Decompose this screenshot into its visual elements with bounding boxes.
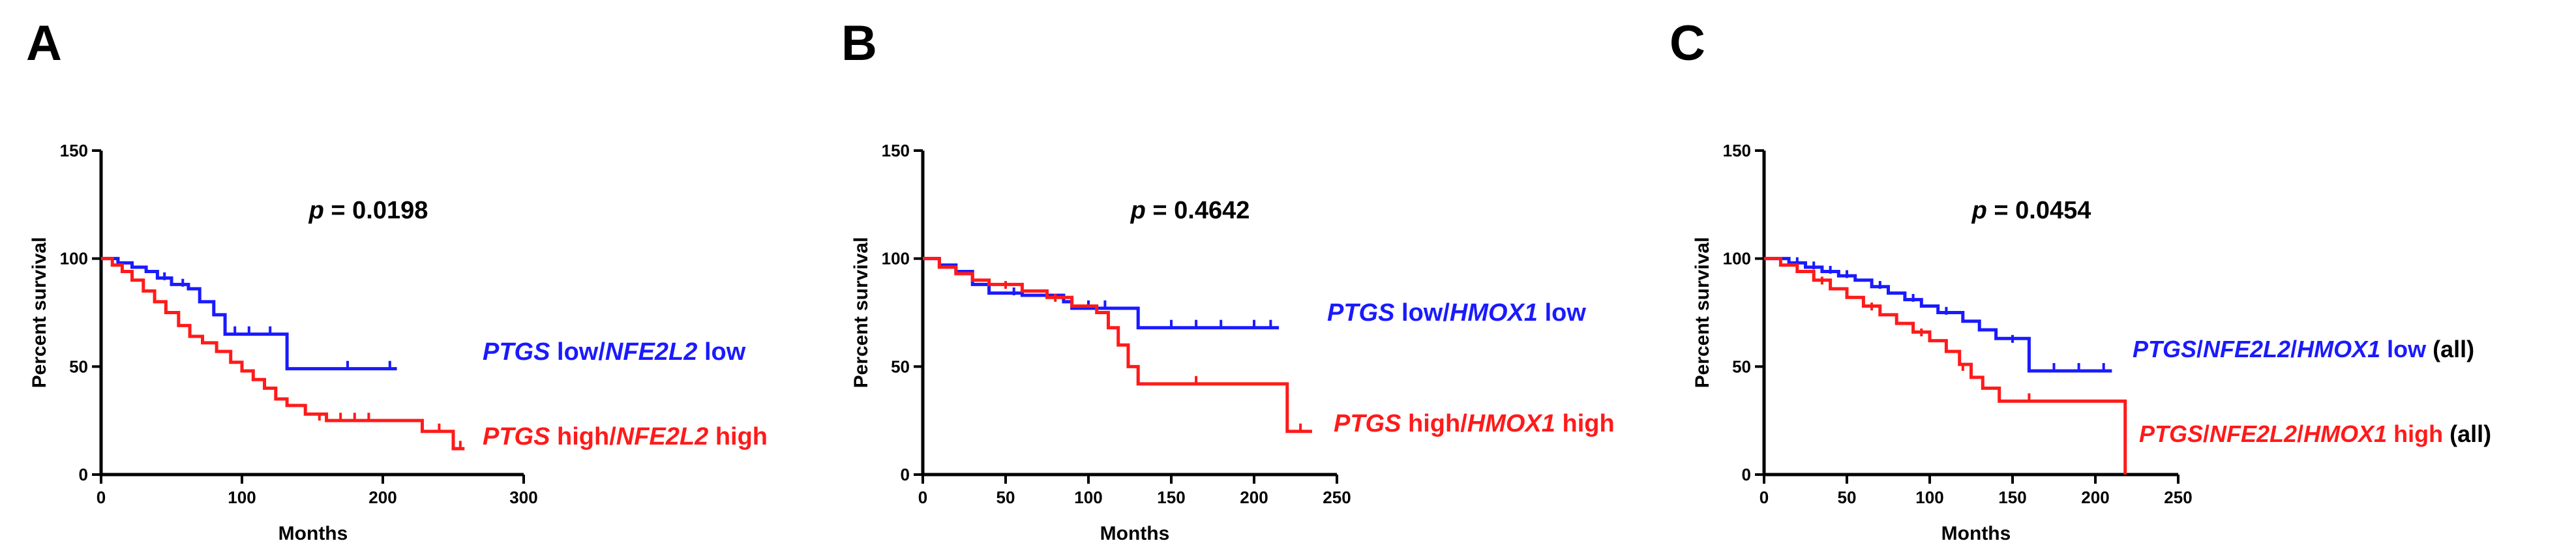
panel-letter: C — [1670, 16, 1705, 71]
y-axis-title: Percent survival — [850, 237, 872, 389]
y-tick-label: 50 — [69, 357, 88, 376]
y-tick-label: 50 — [1732, 357, 1751, 376]
x-tick-label: 200 — [1240, 488, 1268, 507]
legend-part: PTGS — [483, 338, 550, 366]
p-symbol: p — [1971, 197, 1987, 224]
legend-part: PTGS — [1327, 299, 1394, 327]
legend-part: PTGS — [2133, 336, 2196, 362]
legend-part: / — [2290, 336, 2297, 362]
survival-curve-blue — [923, 257, 1280, 330]
panel-c: C 0 50 100 150 0 50 100 150 200 250 Months Percent s… — [1670, 16, 2491, 544]
legend-part: low — [697, 338, 745, 366]
legend-part: low — [2380, 336, 2427, 362]
legend-red: PTGS high/HMOX1 high — [1334, 410, 1615, 437]
legend-blue: PTGS/NFE2L2/HMOX1 low (all) — [2133, 336, 2474, 362]
survival-curve-red — [1764, 257, 2127, 475]
legend-part: HMOX1 — [2297, 336, 2380, 362]
x-tick-label: 200 — [368, 488, 397, 507]
y-tick-label: 150 — [1723, 141, 1751, 160]
x-tick-label: 50 — [1838, 488, 1857, 507]
legend-part: high/ — [1401, 410, 1467, 437]
legend-part: PTGS — [2139, 420, 2203, 447]
y-tick-label: 0 — [1742, 465, 1751, 484]
legend-part: high — [1555, 410, 1615, 437]
legend-part: PTGS — [1334, 410, 1401, 437]
legend-part: high/ — [550, 423, 616, 450]
legend-part: NFE2L2 — [605, 338, 697, 366]
x-tick-label: 0 — [918, 488, 927, 507]
panel-letter: A — [26, 16, 62, 71]
legend-part: PTGS — [483, 423, 550, 450]
y-tick-label: 50 — [891, 357, 910, 376]
x-tick-label: 150 — [1157, 488, 1185, 507]
legend-part: HMOX1 — [1450, 299, 1538, 327]
legend-part: NFE2L2 — [2209, 420, 2297, 447]
legend-part: / — [2297, 420, 2303, 447]
axis-lines — [1762, 151, 2178, 477]
x-tick-label: 50 — [996, 488, 1015, 507]
x-axis-title: Months — [1100, 523, 1170, 544]
x-tick-label: 100 — [228, 488, 256, 507]
x-tick-label: 100 — [1074, 488, 1102, 507]
y-axis-title: Percent survival — [1692, 237, 1713, 389]
x-tick-label: 250 — [1323, 488, 1351, 507]
panel-b: B 0 50 100 150 0 50 100 150 200 250 Months Percent s… — [841, 16, 1615, 544]
y-tick-label: 0 — [79, 465, 88, 484]
legend-part: HMOX1 — [2303, 420, 2387, 447]
p-value: = 0.0198 — [324, 197, 428, 224]
x-tick-label: 250 — [2164, 488, 2192, 507]
y-tick-label: 100 — [882, 249, 910, 269]
p-value-label: p = 0.0198 — [308, 197, 428, 224]
p-symbol: p — [308, 197, 324, 224]
y-tick-label: 0 — [901, 465, 910, 484]
survival-curve-red — [101, 257, 465, 450]
survival-curve-red — [923, 257, 1312, 433]
legend-part: (all) — [2443, 420, 2491, 447]
x-tick-label: 300 — [509, 488, 537, 507]
x-axis-title: Months — [278, 523, 348, 544]
survival-curve-blue — [1764, 257, 2112, 373]
axis-lines — [921, 151, 1337, 477]
x-tick-label: 100 — [1915, 488, 1943, 507]
legend-part: low/ — [550, 338, 605, 366]
legend-red: PTGS/NFE2L2/HMOX1 high (all) — [2139, 420, 2491, 447]
panel-letter: B — [841, 16, 877, 71]
legend-blue: PTGS low/HMOX1 low — [1327, 299, 1586, 327]
p-value: = 0.0454 — [1987, 197, 2091, 224]
x-tick-label: 150 — [1998, 488, 2026, 507]
legend-part: high — [708, 423, 768, 450]
y-axis-title: Percent survival — [29, 237, 50, 389]
legend-part: / — [2196, 336, 2203, 362]
legend-part: NFE2L2 — [616, 423, 708, 450]
legend-part: low — [1538, 299, 1586, 327]
p-value-label: p = 0.0454 — [1971, 197, 2091, 224]
legend-red: PTGS high/NFE2L2 high — [483, 423, 768, 450]
x-axis-title: Months — [1941, 523, 2011, 544]
y-tick-label: 100 — [1723, 249, 1751, 269]
y-tick-label: 150 — [882, 141, 910, 160]
panel-a: A 0 50 100 150 0 100 200 300 Months Percent surviv… — [26, 16, 768, 544]
legend-part: NFE2L2 — [2203, 336, 2290, 362]
legend-part: high — [2387, 420, 2443, 447]
x-tick-label: 0 — [97, 488, 106, 507]
p-symbol: p — [1130, 197, 1146, 224]
survival-curve-blue — [101, 257, 397, 371]
x-tick-label: 0 — [1760, 488, 1769, 507]
legend-part: low/ — [1394, 299, 1450, 327]
legend-part: HMOX1 — [1467, 410, 1555, 437]
p-value: = 0.4642 — [1146, 197, 1250, 224]
legend-part: / — [2203, 420, 2209, 447]
y-tick-label: 100 — [60, 249, 88, 269]
x-tick-label: 200 — [2081, 488, 2109, 507]
legend-blue: PTGS low/NFE2L2 low — [483, 338, 746, 366]
p-value-label: p = 0.4642 — [1130, 197, 1250, 224]
y-tick-label: 150 — [60, 141, 88, 160]
legend-part: (all) — [2426, 336, 2474, 362]
